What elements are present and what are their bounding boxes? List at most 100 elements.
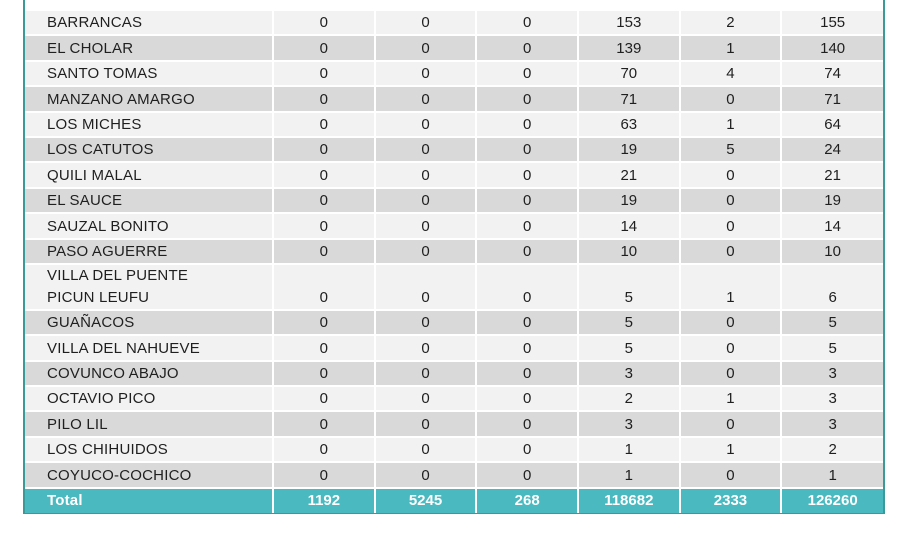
row-value-cell: 1 — [679, 386, 783, 413]
row-value-cell: 1 — [679, 436, 783, 464]
row-value-cell: 1 — [577, 436, 681, 464]
row-value-cell: 0 — [476, 35, 579, 62]
total-value-cell: 2333 — [679, 487, 783, 513]
row-value-cell: 24 — [781, 136, 883, 164]
row-value-cell: 0 — [476, 11, 579, 37]
row-value-cell: 3 — [577, 411, 681, 438]
row-value-cell: 1 — [679, 263, 783, 311]
row-location-name: SANTO TOMAS — [25, 60, 275, 88]
row-value-cell: 0 — [374, 462, 478, 489]
row-value-cell: 0 — [374, 187, 478, 215]
row-value-cell: 0 — [476, 60, 579, 88]
row-value-cell: 5 — [781, 335, 883, 362]
row-location-name: GUAÑACOS — [25, 309, 275, 337]
row-value-cell: 0 — [273, 136, 376, 164]
table-row: EL CHOLAR 0 0 0 139 1 140 — [25, 35, 883, 62]
row-value-cell: 0 — [273, 360, 376, 388]
row-value-cell: 0 — [374, 436, 478, 464]
row-value-cell: 0 — [679, 213, 783, 240]
row-value-cell: 0 — [273, 462, 376, 489]
row-value-cell: 0 — [476, 136, 579, 164]
row-value-cell: 0 — [273, 309, 376, 337]
row-value-cell: 0 — [374, 35, 478, 62]
row-value-cell: 74 — [781, 60, 883, 88]
total-row: Total 1192 5245 268 118682 2333 126260 — [25, 487, 883, 513]
row-value-cell: 0 — [374, 11, 478, 37]
row-value-cell: 14 — [577, 213, 681, 240]
row-value-cell: 10 — [577, 238, 681, 265]
table-body: BARRANCAS 0 0 0 153 2 155 EL CHOLAR 0 0 0 139 1 140 SA… — [25, 11, 883, 513]
row-value-cell: 3 — [577, 360, 681, 388]
row-value-cell: 0 — [679, 187, 783, 215]
table-row: LOS MICHES 0 0 0 63 1 64 — [25, 111, 883, 138]
row-location-name: QUILI MALAL — [25, 162, 275, 189]
row-value-cell: 0 — [374, 60, 478, 88]
table-row: PASO AGUERRE 0 0 0 10 0 10 — [25, 238, 883, 265]
row-value-cell: 0 — [476, 436, 579, 464]
row-value-cell: 155 — [781, 11, 883, 37]
row-value-cell: 0 — [273, 386, 376, 413]
table-row: LOS CHIHUIDOS 0 0 0 1 1 2 — [25, 436, 883, 464]
row-value-cell: 5 — [577, 263, 681, 311]
row-value-cell: 0 — [273, 213, 376, 240]
total-value-cell: 126260 — [781, 487, 883, 513]
row-value-cell: 1 — [577, 462, 681, 489]
row-value-cell: 0 — [476, 162, 579, 189]
row-value-cell: 0 — [374, 386, 478, 413]
row-value-cell: 0 — [476, 111, 579, 138]
row-location-name: LOS CATUTOS — [25, 136, 275, 164]
row-value-cell: 21 — [577, 162, 681, 189]
row-location-name: PILO LIL — [25, 411, 275, 438]
row-value-cell: 0 — [679, 309, 783, 337]
table-row: MANZANO AMARGO 0 0 0 71 0 71 — [25, 86, 883, 113]
row-value-cell: 0 — [679, 86, 783, 113]
row-location-name: SAUZAL BONITO — [25, 213, 275, 240]
row-value-cell: 4 — [679, 60, 783, 88]
row-value-cell: 0 — [476, 309, 579, 337]
row-value-cell: 0 — [374, 162, 478, 189]
row-value-cell: 63 — [577, 111, 681, 138]
total-value-cell: 1192 — [273, 487, 376, 513]
row-value-cell: 3 — [781, 386, 883, 413]
row-value-cell: 1 — [679, 35, 783, 62]
row-value-cell: 3 — [781, 360, 883, 388]
row-value-cell: 0 — [273, 111, 376, 138]
row-value-cell: 0 — [679, 335, 783, 362]
row-value-cell: 0 — [476, 213, 579, 240]
row-location-name: COYUCO-COCHICO — [25, 462, 275, 489]
row-location-name: COVUNCO ABAJO — [25, 360, 275, 388]
table-row: SANTO TOMAS 0 0 0 70 4 74 — [25, 60, 883, 88]
total-value-cell: 5245 — [374, 487, 478, 513]
row-value-cell: 0 — [273, 162, 376, 189]
row-value-cell: 0 — [476, 86, 579, 113]
row-location-name: EL SAUCE — [25, 187, 275, 215]
row-value-cell: 0 — [374, 213, 478, 240]
row-value-cell: 0 — [476, 187, 579, 215]
row-value-cell: 0 — [273, 436, 376, 464]
table-row: LOS CATUTOS 0 0 0 19 5 24 — [25, 136, 883, 164]
row-value-cell: 0 — [273, 35, 376, 62]
row-location-name: MANZANO AMARGO — [25, 86, 275, 113]
row-value-cell: 3 — [781, 411, 883, 438]
row-value-cell: 0 — [374, 335, 478, 362]
row-value-cell: 2 — [577, 386, 681, 413]
row-value-cell: 0 — [476, 238, 579, 265]
row-value-cell: 1 — [679, 111, 783, 138]
row-value-cell: 5 — [679, 136, 783, 164]
row-value-cell: 0 — [679, 360, 783, 388]
row-location-name: LOS CHIHUIDOS — [25, 436, 275, 464]
table-row: OCTAVIO PICO 0 0 0 2 1 3 — [25, 386, 883, 413]
row-value-cell: 0 — [476, 411, 579, 438]
row-location-name: EL CHOLAR — [25, 35, 275, 62]
row-value-cell: 5 — [781, 309, 883, 337]
total-value-cell: 268 — [476, 487, 579, 513]
table-row: QUILI MALAL 0 0 0 21 0 21 — [25, 162, 883, 189]
row-value-cell: 10 — [781, 238, 883, 265]
row-location-name: VILLA DEL NAHUEVE — [25, 335, 275, 362]
row-value-cell: 2 — [781, 436, 883, 464]
total-label: Total — [25, 487, 275, 513]
row-value-cell: 0 — [679, 238, 783, 265]
table-row: VILLA DEL NAHUEVE 0 0 0 5 0 5 — [25, 335, 883, 362]
row-value-cell: 19 — [781, 187, 883, 215]
row-value-cell: 0 — [476, 360, 579, 388]
